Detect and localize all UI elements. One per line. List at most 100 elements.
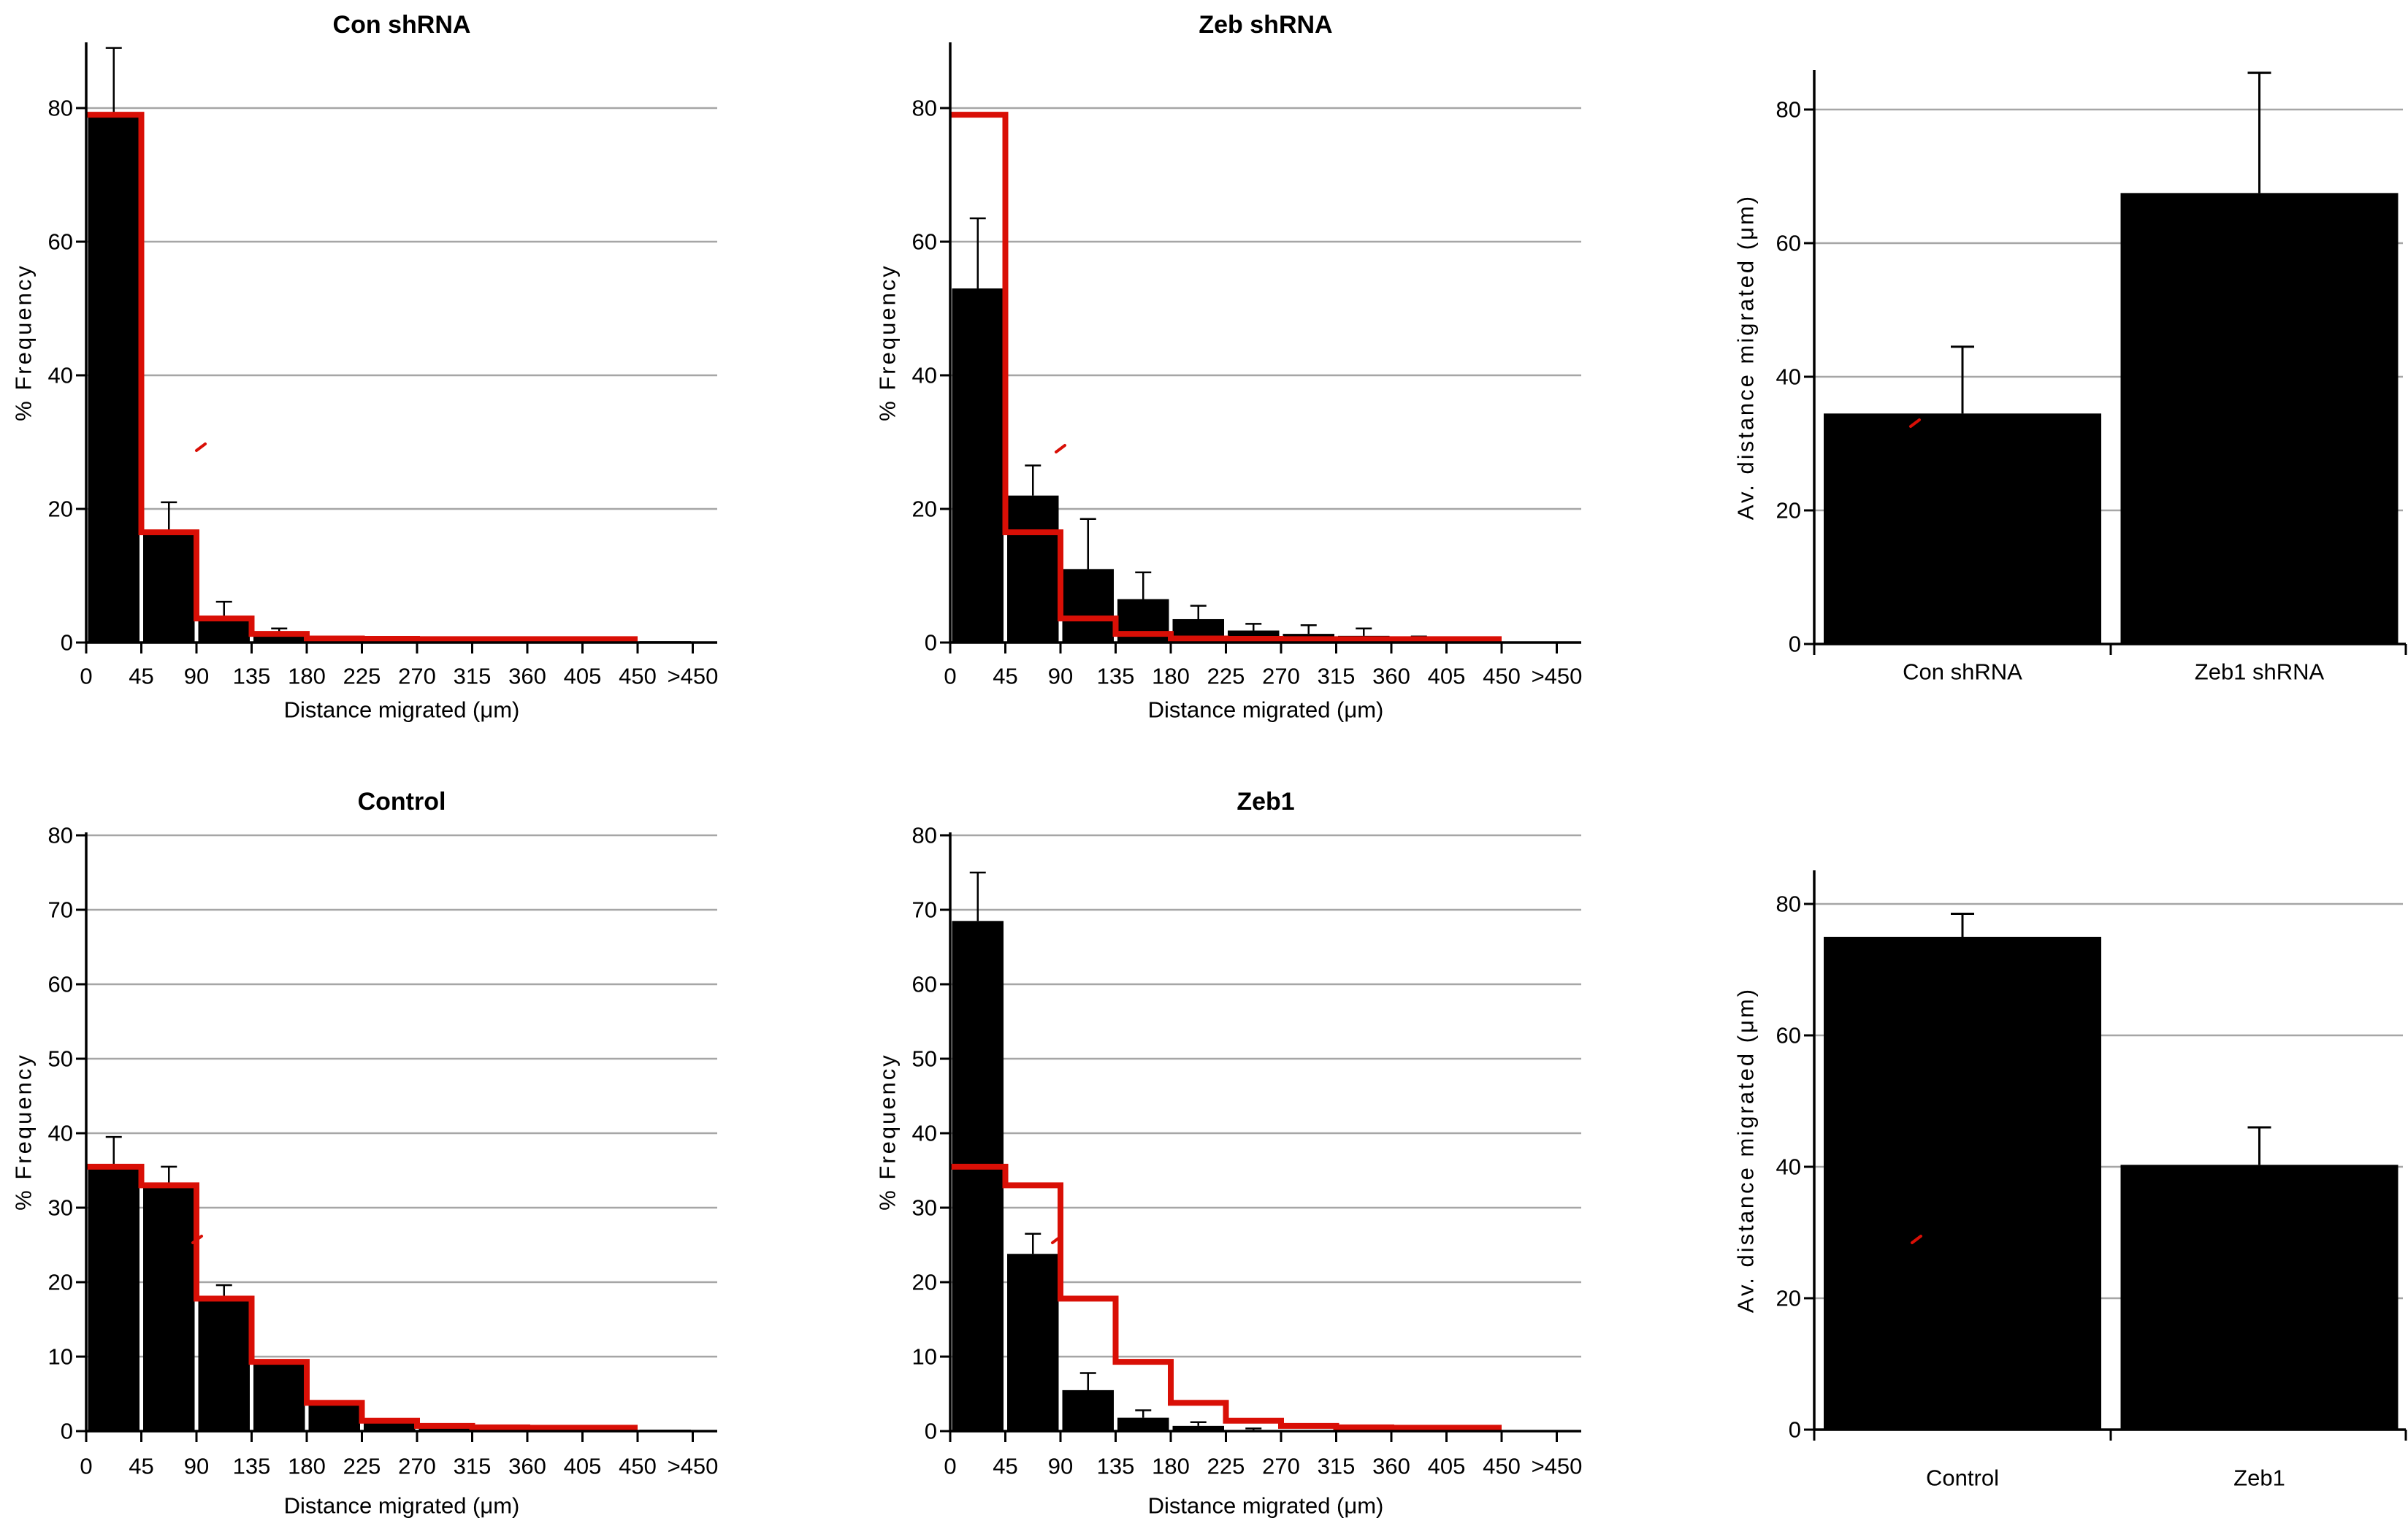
hist-bar: [253, 635, 305, 643]
x-tick-label: 225: [343, 1454, 381, 1479]
hist-bar: [198, 618, 250, 643]
x-tick-label: 90: [184, 1454, 209, 1479]
x-tick-label: 270: [1262, 664, 1300, 689]
panel-top-right-barchart: 0 20 40 60 80 Con shRNA Zeb1 shRNA Av. distance…: [1733, 70, 2407, 685]
y-tick-label: 30: [912, 1195, 937, 1221]
y-tick-label: 60: [1776, 1023, 1801, 1049]
chart-title: Zeb1: [1237, 788, 1294, 816]
hist-bar: [1062, 569, 1114, 643]
y-tick-label: 60: [912, 972, 937, 997]
y-tick-label: 10: [48, 1344, 73, 1370]
x-tick-label: 450: [1483, 664, 1521, 689]
y-tick-label: 10: [912, 1344, 937, 1370]
hist-bar: [308, 1403, 360, 1431]
y-tick-label: 0: [61, 630, 73, 656]
hist-bar: [143, 532, 195, 643]
overlay-step-line: [950, 112, 1502, 643]
x-tick-label: 450: [619, 1454, 657, 1479]
y-tick-label: 20: [912, 497, 937, 522]
chart-title: Control: [358, 788, 446, 816]
y-axis-label: % Frequency: [11, 1053, 37, 1211]
overlay-step-line: [86, 112, 638, 643]
y-tick-label: 0: [925, 630, 937, 656]
y-axis-label: Av. distance migrated (μm): [1733, 987, 1759, 1313]
x-tick-label: 0: [944, 664, 956, 689]
x-tick-label: 360: [508, 664, 546, 689]
x-axis-label: Distance migrated (μm): [1148, 1493, 1384, 1518]
stray-red-mark: [195, 442, 207, 452]
x-tick-label: 315: [1318, 664, 1356, 689]
bar: [1824, 413, 2101, 644]
stray-red-mark: [1051, 1235, 1063, 1244]
y-tick-label: 70: [912, 897, 937, 923]
x-tick-label: 135: [233, 664, 271, 689]
y-tick-label: 60: [48, 972, 73, 997]
x-tick-label: 225: [1207, 664, 1245, 689]
x-tick-label: >450: [1532, 1454, 1583, 1479]
x-axis-label: Distance migrated (μm): [284, 1493, 520, 1518]
y-tick-label: 80: [1776, 97, 1801, 123]
x-tick-label: 45: [993, 1454, 1017, 1479]
hist-bar: [952, 921, 1004, 1431]
y-axis-label: % Frequency: [11, 264, 37, 421]
x-tick-label: >450: [1532, 664, 1583, 689]
hist-bar: [364, 1422, 416, 1431]
x-tick-label: >450: [668, 1454, 719, 1479]
y-axis-label: % Frequency: [875, 264, 901, 421]
y-tick-label: 40: [912, 363, 937, 388]
y-tick-label: 80: [48, 96, 73, 121]
y-tick-label: 60: [1776, 231, 1801, 256]
x-tick-label: 405: [564, 664, 602, 689]
hist-bar: [1007, 1254, 1059, 1431]
y-tick-label: 80: [912, 823, 937, 848]
y-tick-label: 40: [48, 1121, 73, 1146]
histogram-bars: [88, 115, 691, 643]
y-tick-label: 80: [48, 823, 73, 848]
y-tick-label: 60: [48, 229, 73, 255]
hist-bar: [1172, 1425, 1224, 1431]
histogram-bars: [952, 921, 1390, 1431]
hist-bar: [952, 288, 1004, 643]
x-tick-label: 360: [1372, 664, 1410, 689]
category-label: Control: [1926, 1465, 1999, 1491]
x-tick-label: 405: [1428, 664, 1466, 689]
x-axis-label: Distance migrated (μm): [284, 697, 520, 723]
x-tick-label: 90: [1048, 1454, 1073, 1479]
x-tick-label: 360: [1372, 1454, 1410, 1479]
x-tick-label: 180: [288, 664, 326, 689]
x-tick-label: >450: [668, 664, 719, 689]
x-tick-label: 90: [1048, 664, 1073, 689]
y-tick-label: 80: [1776, 892, 1801, 917]
category-label: Zeb1: [2233, 1465, 2285, 1491]
x-tick-label: 315: [454, 1454, 492, 1479]
chart-title: Zeb shRNA: [1199, 11, 1332, 39]
y-tick-label: 20: [912, 1270, 937, 1295]
y-tick-label: 70: [48, 897, 73, 923]
x-tick-label: 270: [398, 1454, 436, 1479]
x-tick-label: 225: [1207, 1454, 1245, 1479]
hist-bar: [143, 1185, 195, 1431]
x-tick-label: 405: [564, 1454, 602, 1479]
hist-bar: [1117, 1417, 1169, 1431]
y-tick-label: 50: [48, 1046, 73, 1072]
x-tick-label: 405: [1428, 1454, 1466, 1479]
y-tick-label: 20: [1776, 1286, 1801, 1311]
category-label: Con shRNA: [1903, 659, 2022, 685]
bar: [1824, 937, 2101, 1430]
chart-title: Con shRNA: [333, 11, 471, 39]
x-tick-label: 0: [80, 1454, 92, 1479]
overlay-step-line: [950, 1163, 1502, 1431]
histogram-bars: [88, 1166, 691, 1431]
y-tick-label: 0: [925, 1419, 937, 1444]
y-tick-label: 30: [48, 1195, 73, 1221]
y-tick-label: 50: [912, 1046, 937, 1072]
panel-bottom-right-barchart: 0 20 40 60 80 Control Zeb1 Av. distance migrate…: [1733, 870, 2407, 1491]
hist-bar: [1007, 495, 1059, 643]
x-tick-label: 90: [184, 664, 209, 689]
y-tick-label: 0: [1789, 1417, 1801, 1443]
x-tick-label: 450: [619, 664, 657, 689]
bar: [2120, 1165, 2399, 1430]
hist-bar: [418, 1427, 470, 1431]
